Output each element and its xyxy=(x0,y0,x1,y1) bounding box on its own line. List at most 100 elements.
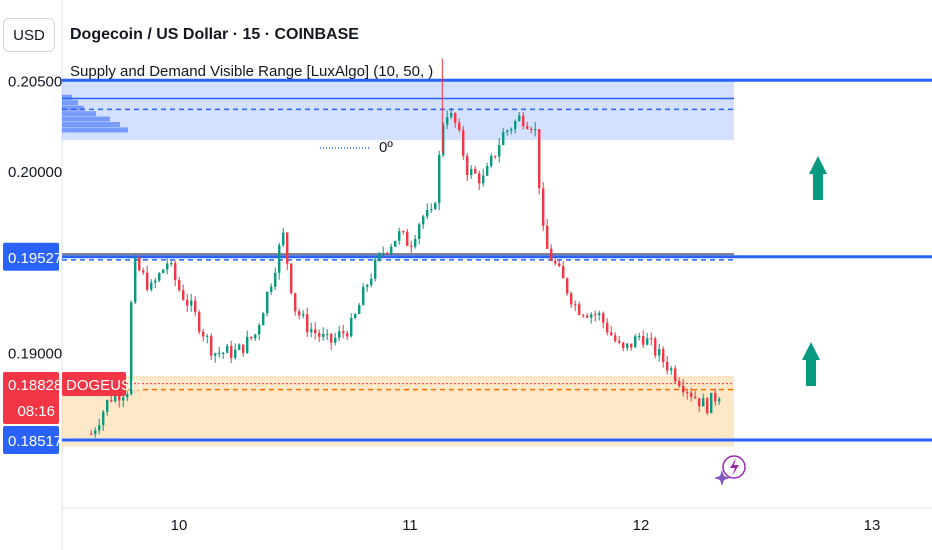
currency-selector[interactable]: USD xyxy=(3,18,55,52)
candle-body xyxy=(142,270,145,273)
candle-body xyxy=(222,352,225,354)
candle-body xyxy=(266,291,269,314)
candle-body xyxy=(710,392,713,414)
candle-body xyxy=(490,155,493,167)
symbol-tag xyxy=(62,372,126,396)
candle-body xyxy=(498,145,501,157)
sparkle-icon xyxy=(714,470,730,486)
candle-body xyxy=(166,263,169,270)
candle-body xyxy=(158,273,161,281)
candle-body xyxy=(238,344,241,350)
candle-body xyxy=(514,121,517,130)
volume-profile-bar xyxy=(62,100,78,106)
candle-body xyxy=(198,312,201,332)
candle-body xyxy=(242,344,245,353)
candle-body xyxy=(318,333,321,337)
candle-body xyxy=(646,338,649,345)
candle-body xyxy=(542,188,545,226)
candle-body xyxy=(678,381,681,386)
candle-body xyxy=(410,245,413,247)
candle-body xyxy=(558,263,561,267)
candle-body xyxy=(550,248,553,261)
candle-body xyxy=(326,333,329,335)
candle-body xyxy=(538,128,541,189)
candle-body xyxy=(174,263,177,281)
candle-body xyxy=(622,342,625,348)
volume-profile-bar xyxy=(62,127,128,133)
candle-body xyxy=(342,331,345,334)
candle-body xyxy=(614,335,617,341)
volume-profile-bar xyxy=(62,122,120,128)
candle-body xyxy=(570,293,573,305)
candle-body xyxy=(214,353,217,356)
candle-body xyxy=(470,168,473,176)
candle-body xyxy=(150,282,153,290)
candle-body xyxy=(230,345,233,359)
x-tick-label: 10 xyxy=(171,517,188,534)
upper-price-tag xyxy=(3,242,59,271)
candle-body xyxy=(390,246,393,254)
candle-body xyxy=(110,400,113,402)
candle-body xyxy=(582,314,585,316)
candle-body xyxy=(310,329,313,333)
candle-body xyxy=(610,332,613,336)
demand-zone xyxy=(62,375,734,447)
candle-body xyxy=(506,130,509,133)
candle-body xyxy=(534,128,537,131)
candle-body xyxy=(702,398,705,407)
candle-body xyxy=(298,311,301,316)
candle-body xyxy=(578,304,581,315)
candle-body xyxy=(186,299,189,306)
candle-body xyxy=(262,313,265,326)
volume-profile-bar xyxy=(62,94,72,100)
candle-body xyxy=(106,400,109,412)
candle-body xyxy=(650,338,653,340)
volume-profile-bar xyxy=(62,105,84,111)
candle-body xyxy=(426,210,429,217)
candle-body xyxy=(422,216,425,225)
candle-body xyxy=(302,314,305,316)
candle-body xyxy=(146,272,149,290)
candle-body xyxy=(126,394,129,398)
candle-body xyxy=(418,224,421,239)
candle-body xyxy=(522,115,525,127)
candle-body xyxy=(194,300,197,313)
candle-body xyxy=(182,290,185,300)
candle-body xyxy=(206,335,209,337)
candle-body xyxy=(482,175,485,184)
candle-body xyxy=(438,155,441,204)
candle-body xyxy=(402,231,405,233)
candle-body xyxy=(406,231,409,246)
volume-profile-bar xyxy=(62,116,110,122)
candle-body xyxy=(250,336,253,339)
candle-body xyxy=(458,122,461,130)
candle-body xyxy=(306,314,309,333)
x-tick-label: 13 xyxy=(864,517,881,534)
candle-body xyxy=(122,397,125,401)
candle-body xyxy=(258,325,261,335)
candle-body xyxy=(546,225,549,249)
candle-body xyxy=(162,269,165,274)
candle-body xyxy=(226,345,229,353)
upper-price-tag-text: 0.19527 xyxy=(8,250,62,267)
candle-body xyxy=(314,329,317,334)
candle-body xyxy=(618,340,621,343)
currency-label: USD xyxy=(13,26,45,44)
up-arrow-icon xyxy=(809,156,827,200)
candle-body xyxy=(630,343,633,348)
candle-body xyxy=(670,368,673,371)
candle-body xyxy=(154,280,157,283)
candle-body xyxy=(386,252,389,254)
indicator-label: Supply and Demand Visible Range [LuxAlgo… xyxy=(70,63,433,80)
symbol-title: Dogecoin / US Dollar · 15 · COINBASE xyxy=(70,26,359,43)
candle-body xyxy=(562,266,565,279)
candle-body xyxy=(350,317,353,337)
candle-body xyxy=(510,129,513,131)
candle-body xyxy=(118,394,121,401)
candle-body xyxy=(134,257,137,303)
candle-body xyxy=(574,304,577,306)
y-tick-label: 0.19000 xyxy=(8,345,62,362)
candle-body xyxy=(694,396,697,399)
candle-body xyxy=(642,336,645,345)
